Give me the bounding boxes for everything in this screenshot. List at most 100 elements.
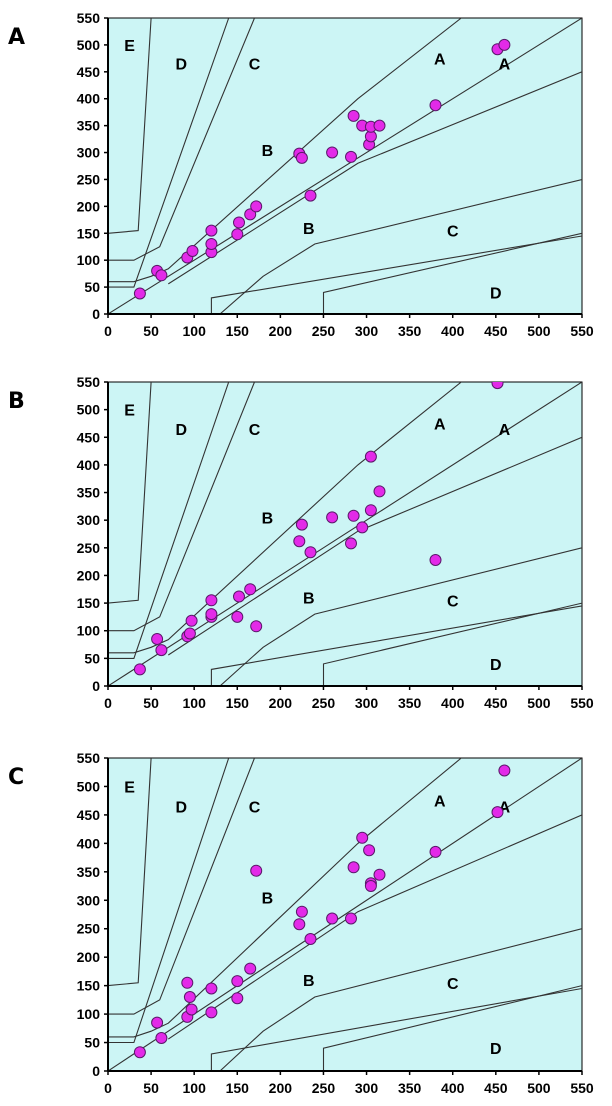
data-point <box>364 504 377 517</box>
zone-label: A <box>499 57 511 74</box>
data-point <box>231 992 244 1005</box>
zone-label: A <box>499 422 511 439</box>
data-point <box>347 509 360 522</box>
x-tick-label: 300 <box>355 695 379 711</box>
x-tick-label: 200 <box>269 323 293 339</box>
x-tick-label: 100 <box>183 323 207 339</box>
data-point <box>498 38 511 51</box>
y-tick-label: 500 <box>77 37 101 53</box>
zone-label: C <box>249 799 261 816</box>
data-point <box>155 1032 168 1044</box>
x-tick-label: 500 <box>527 323 551 339</box>
data-point <box>244 962 257 975</box>
zone-label: D <box>175 57 187 74</box>
x-tick-label: 50 <box>143 695 159 711</box>
y-tick-label: 350 <box>77 485 101 501</box>
x-tick-label: 300 <box>355 323 379 339</box>
zone-boundary-line <box>219 928 582 1071</box>
y-tick-label: 50 <box>84 1035 100 1051</box>
data-point <box>133 287 146 300</box>
data-point <box>345 537 357 550</box>
data-point <box>295 905 308 918</box>
zone-boundary-line <box>322 602 582 686</box>
data-point <box>293 535 306 548</box>
zone-boundary-line <box>210 605 582 686</box>
zone-label: E <box>124 38 135 55</box>
y-tick-label: 0 <box>92 1063 100 1079</box>
data-point <box>233 216 245 229</box>
x-tick-label: 550 <box>570 1080 594 1096</box>
data-point <box>186 245 199 257</box>
zone-boundary-line <box>167 814 582 1040</box>
x-tick-label: 100 <box>183 695 207 711</box>
y-tick-label: 250 <box>77 171 101 187</box>
zone-boundary-line <box>210 987 582 1071</box>
panel-c: 0 50 100 150 200 250 300 350 400 450 500 550 0 50 100 1… <box>8 750 594 1096</box>
x-tick-label: 100 <box>183 1080 207 1096</box>
y-tick-label: 550 <box>77 10 101 26</box>
data-point <box>326 912 339 925</box>
data-point <box>244 208 257 221</box>
y-tick-label: 150 <box>77 595 101 611</box>
data-point <box>345 150 357 163</box>
data-point <box>364 880 377 892</box>
data-point <box>356 521 369 534</box>
zone-boundary-line <box>219 547 582 686</box>
zone-boundary-line <box>108 758 256 1015</box>
data-point <box>244 583 257 596</box>
zone-boundary-line <box>108 382 152 604</box>
data-point <box>185 1003 198 1016</box>
data-points <box>133 382 504 676</box>
x-tick-label: 500 <box>527 1080 551 1096</box>
y-tick-label: 200 <box>77 198 101 214</box>
data-point <box>231 610 244 623</box>
zone-label: A <box>434 794 446 811</box>
data-point <box>356 831 369 844</box>
data-point <box>304 933 317 945</box>
data-point <box>231 975 244 988</box>
data-point <box>250 620 263 633</box>
y-tick-label: 250 <box>77 540 101 556</box>
y-tick-label: 350 <box>77 118 101 134</box>
y-tick-label: 200 <box>77 949 101 965</box>
y-tick-label: 0 <box>92 678 100 694</box>
zone-boundary-line <box>322 232 582 314</box>
data-point <box>373 119 386 132</box>
x-tick-label: 150 <box>226 695 250 711</box>
y-tick-label: 550 <box>77 750 101 766</box>
zone-label: B <box>303 973 315 990</box>
data-point <box>250 200 263 213</box>
zone-boundary-line <box>108 758 152 987</box>
zone-label: D <box>490 1041 502 1058</box>
x-tick-label: 450 <box>484 1080 508 1096</box>
zone-boundary-line <box>108 18 152 234</box>
y-tick-label: 50 <box>84 650 100 666</box>
zone-label: D <box>175 422 187 439</box>
data-point <box>205 224 218 237</box>
x-tick-label: 200 <box>269 1080 293 1096</box>
y-tick-label: 500 <box>77 778 101 794</box>
data-point <box>345 912 357 925</box>
data-point <box>185 614 198 627</box>
x-tick-label: 400 <box>441 323 465 339</box>
data-point <box>295 151 308 164</box>
x-tick-label: 550 <box>570 323 594 339</box>
x-tick-label: 250 <box>312 323 336 339</box>
data-point <box>205 594 218 607</box>
data-point <box>363 844 376 857</box>
zone-boundary-line <box>210 235 582 314</box>
zone-label: D <box>490 285 502 302</box>
x-tick-label: 450 <box>484 695 508 711</box>
x-tick-label: 150 <box>226 323 250 339</box>
y-tick-label: 0 <box>92 306 100 322</box>
x-tick-label: 400 <box>441 1080 465 1096</box>
zone-label: C <box>249 57 261 74</box>
y-tick-label: 350 <box>77 864 101 880</box>
data-point <box>205 1006 218 1019</box>
data-point <box>231 228 244 241</box>
zone-boundary-line <box>108 382 256 632</box>
zone-boundary-line <box>168 71 582 285</box>
data-point <box>205 982 218 995</box>
data-point <box>205 238 218 250</box>
